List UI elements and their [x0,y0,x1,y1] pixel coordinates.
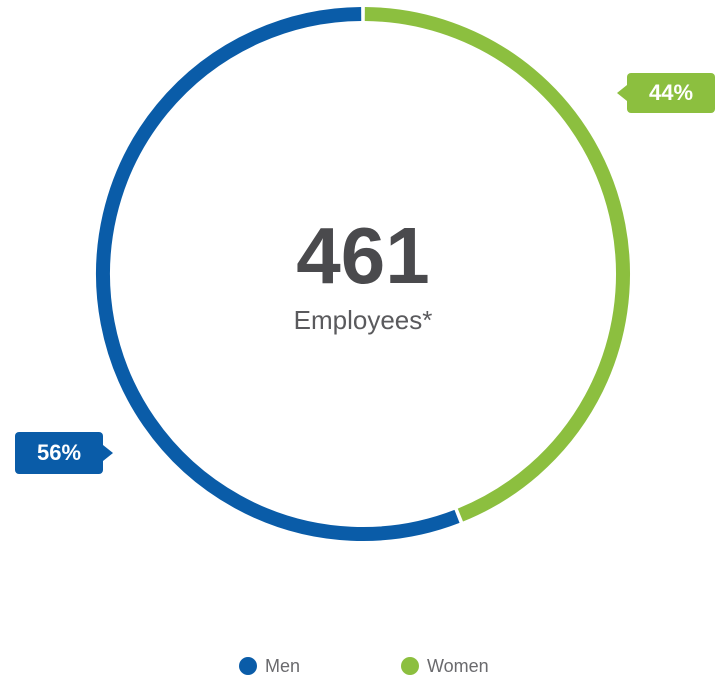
value-label: 56% [37,440,81,465]
center-label: Employees* [294,305,433,335]
legend-swatch [239,657,257,675]
donut-segment [96,7,460,541]
callout-box [627,73,715,113]
legend-label: Men [265,656,300,676]
center-value: 461 [296,211,429,300]
callout-box [15,432,103,474]
donut-segment [364,7,630,522]
callout-pointer [617,85,627,101]
callout-pointer [103,445,113,461]
legend-swatch [401,657,419,675]
legend-label: Women [427,656,489,676]
value-label: 44% [649,80,693,105]
